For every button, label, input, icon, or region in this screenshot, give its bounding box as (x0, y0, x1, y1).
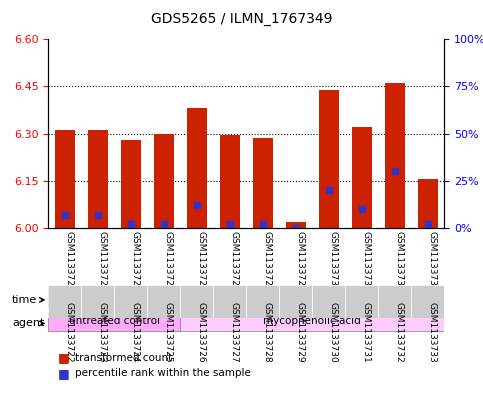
Bar (154, 134, 174, 228)
FancyBboxPatch shape (180, 312, 444, 331)
Text: GSM1133722: GSM1133722 (65, 231, 74, 291)
Text: transformed count: transformed count (75, 353, 172, 363)
Text: GSM1133733: GSM1133733 (428, 302, 437, 362)
Bar (352, 127, 372, 228)
Text: hour 48: hour 48 (309, 293, 349, 303)
Text: GSM1133724: GSM1133724 (131, 231, 140, 291)
Text: time: time (12, 295, 37, 305)
FancyBboxPatch shape (345, 285, 378, 318)
FancyBboxPatch shape (81, 285, 114, 318)
FancyBboxPatch shape (279, 288, 378, 307)
Text: GSM1133733: GSM1133733 (428, 231, 437, 292)
Bar (187, 108, 207, 228)
Text: GSM1133725: GSM1133725 (164, 302, 173, 362)
FancyBboxPatch shape (48, 288, 180, 307)
Text: untreated control: untreated control (69, 316, 160, 326)
Bar (319, 90, 339, 228)
Text: hour 72: hour 72 (391, 293, 432, 303)
Text: ■: ■ (58, 367, 70, 380)
FancyBboxPatch shape (213, 288, 279, 307)
Bar (418, 179, 438, 228)
FancyBboxPatch shape (48, 285, 81, 318)
Text: GSM1133724: GSM1133724 (131, 302, 140, 362)
FancyBboxPatch shape (180, 288, 213, 307)
Text: GSM1133723: GSM1133723 (98, 231, 107, 292)
Text: GSM1133722: GSM1133722 (65, 302, 74, 362)
Bar (55, 130, 75, 228)
FancyBboxPatch shape (114, 285, 147, 318)
Text: GSM1133731: GSM1133731 (362, 231, 371, 292)
Text: GSM1133726: GSM1133726 (197, 231, 206, 292)
Text: GSM1133729: GSM1133729 (296, 302, 305, 362)
Text: GSM1133727: GSM1133727 (230, 231, 239, 292)
Bar (220, 135, 240, 228)
Text: hour 0: hour 0 (98, 293, 131, 303)
Text: GSM1133732: GSM1133732 (395, 231, 404, 292)
FancyBboxPatch shape (412, 285, 444, 318)
FancyBboxPatch shape (48, 312, 180, 331)
Text: GSM1133723: GSM1133723 (98, 302, 107, 362)
Bar (253, 138, 273, 228)
Text: percentile rank within the sample: percentile rank within the sample (75, 368, 251, 378)
FancyBboxPatch shape (279, 285, 313, 318)
FancyBboxPatch shape (378, 288, 444, 307)
Text: hour 12: hour 12 (177, 293, 217, 303)
FancyBboxPatch shape (246, 285, 279, 318)
Bar (286, 222, 306, 228)
Text: GSM1133730: GSM1133730 (329, 302, 338, 362)
FancyBboxPatch shape (180, 285, 213, 318)
Text: GSM1133732: GSM1133732 (395, 302, 404, 362)
FancyBboxPatch shape (313, 285, 345, 318)
Bar (121, 140, 141, 228)
Text: agent: agent (12, 318, 44, 329)
Text: GSM1133726: GSM1133726 (197, 302, 206, 362)
Text: hour 24: hour 24 (226, 293, 267, 303)
Text: ■: ■ (58, 351, 70, 364)
Text: GSM1133728: GSM1133728 (263, 302, 272, 362)
Text: GSM1133727: GSM1133727 (230, 302, 239, 362)
FancyBboxPatch shape (147, 285, 180, 318)
Bar (88, 130, 108, 228)
Text: GSM1133730: GSM1133730 (329, 231, 338, 292)
Text: GSM1133729: GSM1133729 (296, 231, 305, 292)
FancyBboxPatch shape (213, 285, 246, 318)
Text: GSM1133731: GSM1133731 (362, 302, 371, 362)
Text: mycophenolic acid: mycophenolic acid (263, 316, 361, 326)
Text: GSM1133728: GSM1133728 (263, 231, 272, 292)
FancyBboxPatch shape (378, 285, 412, 318)
Text: GSM1133725: GSM1133725 (164, 231, 173, 292)
Text: GDS5265 / ILMN_1767349: GDS5265 / ILMN_1767349 (151, 12, 332, 26)
Bar (385, 83, 405, 228)
